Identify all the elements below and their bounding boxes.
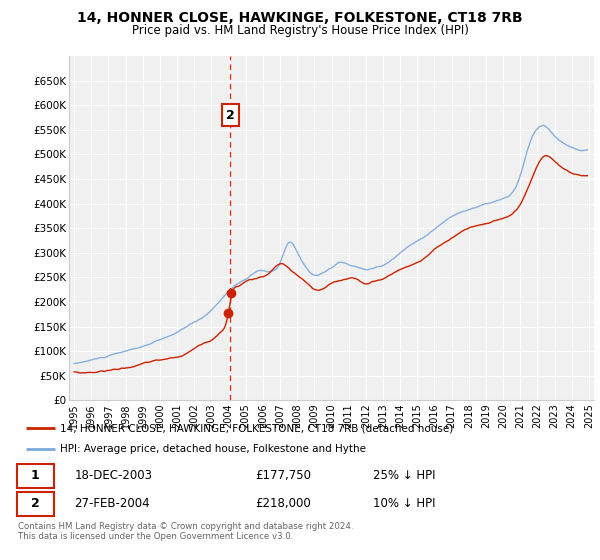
Text: 10% ↓ HPI: 10% ↓ HPI [373,497,436,510]
FancyBboxPatch shape [17,492,53,516]
Text: 14, HONNER CLOSE, HAWKINGE, FOLKESTONE, CT18 7RB (detached house): 14, HONNER CLOSE, HAWKINGE, FOLKESTONE, … [60,423,454,433]
Text: HPI: Average price, detached house, Folkestone and Hythe: HPI: Average price, detached house, Folk… [60,445,366,455]
Text: 14, HONNER CLOSE, HAWKINGE, FOLKESTONE, CT18 7RB: 14, HONNER CLOSE, HAWKINGE, FOLKESTONE, … [77,11,523,25]
Text: 18-DEC-2003: 18-DEC-2003 [74,469,152,482]
Text: Price paid vs. HM Land Registry's House Price Index (HPI): Price paid vs. HM Land Registry's House … [131,24,469,37]
Text: £177,750: £177,750 [255,469,311,482]
Text: 25% ↓ HPI: 25% ↓ HPI [373,469,436,482]
Text: 27-FEB-2004: 27-FEB-2004 [74,497,150,510]
FancyBboxPatch shape [17,464,53,488]
Text: Contains HM Land Registry data © Crown copyright and database right 2024.
This d: Contains HM Land Registry data © Crown c… [18,522,353,542]
Text: 2: 2 [31,497,39,510]
Text: 2: 2 [226,109,235,122]
Text: 1: 1 [31,469,39,482]
Text: £218,000: £218,000 [255,497,311,510]
